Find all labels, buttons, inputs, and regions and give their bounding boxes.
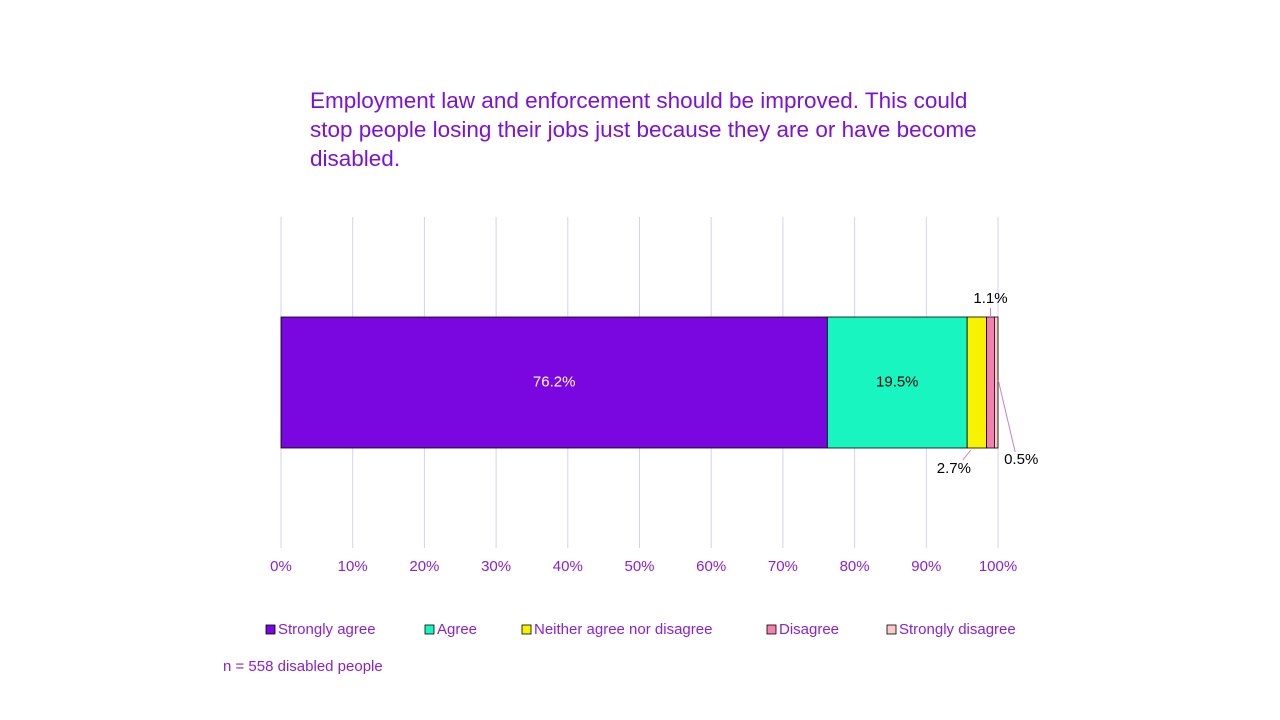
legend-label: Disagree: [779, 621, 839, 638]
x-tick-label: 100%: [979, 558, 1017, 575]
footnote: n = 558 disabled people: [223, 658, 383, 675]
data-label: 1.1%: [973, 290, 1007, 307]
leader-line: [962, 449, 972, 461]
legend-swatch: [766, 624, 777, 635]
x-tick-label: 0%: [270, 558, 292, 575]
legend-swatch: [521, 624, 532, 635]
bar-segment: [280, 316, 828, 449]
legend-swatch: [886, 624, 897, 635]
x-tick-label: 30%: [481, 558, 511, 575]
bar-segment: [966, 316, 987, 449]
bar-segment: [994, 316, 999, 449]
x-tick-label: 80%: [840, 558, 870, 575]
bar-segment: [826, 316, 968, 449]
bar-segment: [986, 316, 995, 449]
data-label: 76.2%: [533, 373, 576, 390]
x-tick-label: 10%: [338, 558, 368, 575]
data-label: 19.5%: [876, 373, 919, 390]
x-tick-label: 50%: [624, 558, 654, 575]
data-label: 2.7%: [937, 460, 971, 477]
legend-label: Neither agree nor disagree: [534, 621, 712, 638]
x-tick-label: 20%: [409, 558, 439, 575]
legend-label: Agree: [437, 621, 477, 638]
leader-line: [997, 379, 1016, 453]
legend-swatch: [265, 624, 276, 635]
x-tick-label: 40%: [553, 558, 583, 575]
x-tick-label: 90%: [911, 558, 941, 575]
chart-title: Employment law and enforcement should be…: [310, 88, 977, 171]
legend-swatch: [424, 624, 435, 635]
data-label: 0.5%: [1004, 451, 1038, 468]
x-tick-label: 60%: [696, 558, 726, 575]
x-tick-label: 70%: [768, 558, 798, 575]
legend-label: Strongly agree: [278, 621, 376, 638]
legend-label: Strongly disagree: [899, 621, 1016, 638]
